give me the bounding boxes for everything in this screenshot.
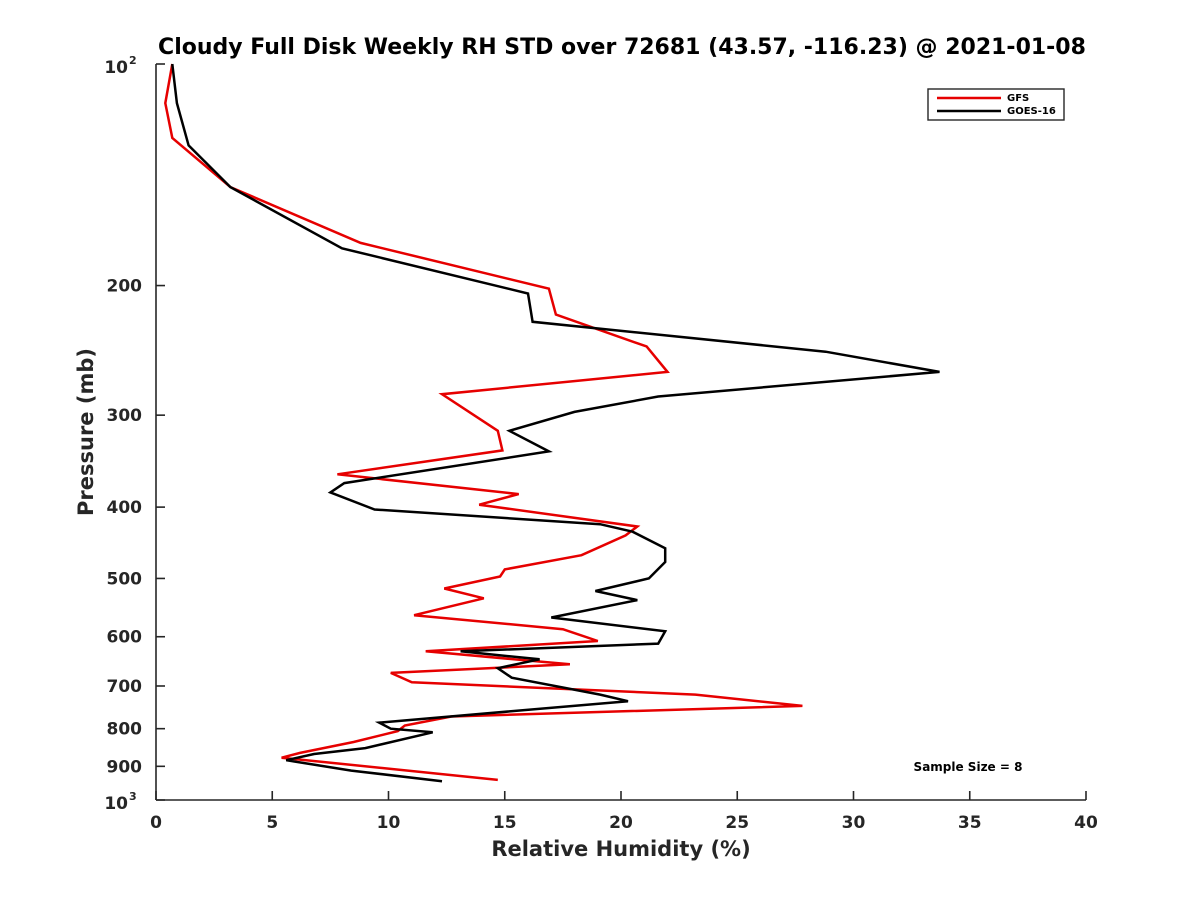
sample-size-annotation: Sample Size = 8 [914, 760, 1023, 774]
x-ticks: 0 5 10 15 20 25 30 35 40 [150, 791, 1098, 833]
series-line-gfs [164, 63, 803, 782]
x-tick-label: 0 [150, 813, 162, 833]
plot-lines [164, 63, 940, 783]
y-tick-label: 800 [107, 720, 143, 740]
x-tick-label: 25 [725, 813, 749, 833]
y-tick-label-exponent: 3 [129, 790, 137, 803]
y-tick-label: 10 2 [104, 54, 136, 78]
y-axis-label: Pressure (mb) [74, 348, 98, 516]
y-tick-label: 500 [107, 569, 143, 589]
x-tick-label: 20 [609, 813, 633, 833]
y-tick-label: 10 3 [104, 790, 136, 814]
legend: GFS GOES-16 [927, 88, 1065, 121]
legend-label-gfs: GFS [1007, 93, 1029, 104]
y-tick-label-base: 10 [104, 58, 128, 78]
x-tick-label: 30 [842, 813, 866, 833]
chart-title: Cloudy Full Disk Weekly RH STD over 7268… [158, 35, 1086, 60]
x-tick-label: 10 [377, 813, 401, 833]
x-tick-label: 5 [266, 813, 278, 833]
x-tick-label: 15 [493, 813, 517, 833]
y-tick-label: 400 [107, 498, 143, 518]
x-tick-label: 35 [958, 813, 982, 833]
y-tick-label: 900 [107, 757, 143, 777]
y-tick-label: 600 [107, 628, 143, 648]
y-tick-label: 200 [107, 277, 143, 297]
y-tick-label: 300 [107, 406, 143, 426]
legend-box [927, 88, 1065, 121]
x-axis-label: Relative Humidity (%) [491, 837, 750, 861]
y-tick-label-base: 10 [104, 794, 128, 814]
y-tick-label: 700 [107, 677, 143, 697]
y-tick-label-exponent: 2 [129, 54, 137, 67]
x-tick-label: 40 [1074, 813, 1098, 833]
series-line-goes16 [171, 63, 940, 783]
legend-label-goes16: GOES-16 [1007, 106, 1056, 117]
